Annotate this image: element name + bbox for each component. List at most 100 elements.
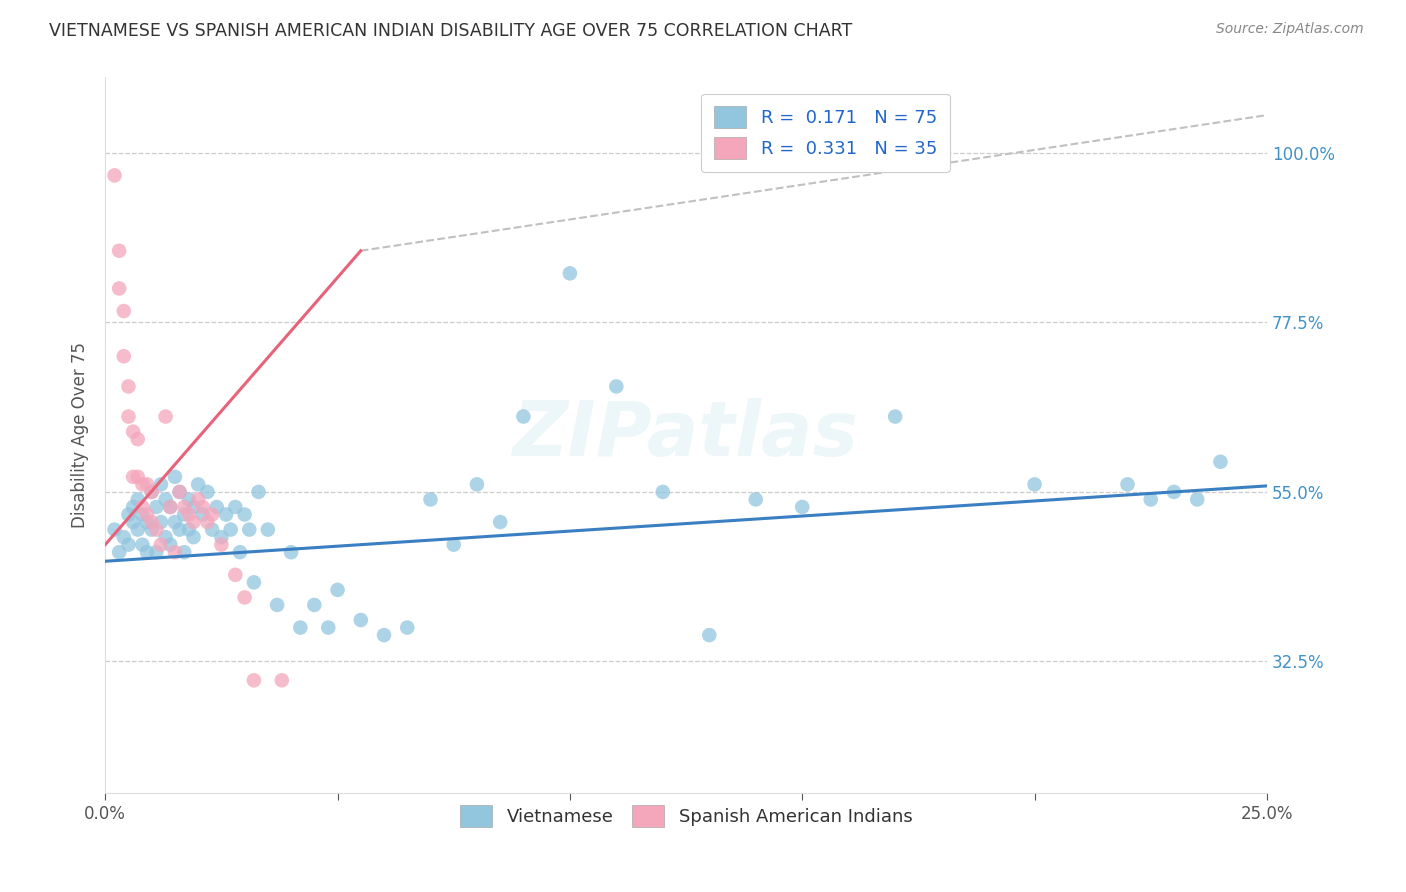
Point bbox=[103, 169, 125, 183]
Point bbox=[103, 523, 125, 537]
Point bbox=[127, 492, 149, 507]
Point bbox=[229, 545, 252, 559]
Point bbox=[122, 500, 145, 514]
Point bbox=[136, 508, 159, 522]
Point bbox=[117, 409, 139, 424]
Point bbox=[1163, 484, 1185, 499]
Point bbox=[141, 515, 163, 529]
Point bbox=[122, 515, 145, 529]
Point bbox=[396, 621, 419, 635]
Point bbox=[1116, 477, 1139, 491]
Point bbox=[131, 508, 153, 522]
Point bbox=[187, 492, 209, 507]
Point bbox=[141, 484, 163, 499]
Point bbox=[205, 500, 228, 514]
Point bbox=[159, 538, 181, 552]
Point bbox=[187, 477, 209, 491]
Point bbox=[489, 515, 512, 529]
Point bbox=[108, 244, 131, 258]
Point bbox=[117, 379, 139, 393]
Point bbox=[141, 484, 163, 499]
Point bbox=[247, 484, 270, 499]
Point bbox=[155, 409, 177, 424]
Point bbox=[280, 545, 302, 559]
Point bbox=[290, 621, 312, 635]
Point bbox=[169, 523, 191, 537]
Point bbox=[419, 492, 441, 507]
Point bbox=[177, 523, 200, 537]
Point bbox=[465, 477, 488, 491]
Point bbox=[197, 515, 219, 529]
Point bbox=[558, 266, 581, 280]
Point bbox=[149, 538, 172, 552]
Point bbox=[792, 500, 814, 514]
Point bbox=[316, 621, 339, 635]
Point bbox=[266, 598, 288, 612]
Point bbox=[183, 500, 205, 514]
Point bbox=[131, 500, 153, 514]
Point bbox=[224, 567, 246, 582]
Point bbox=[173, 508, 195, 522]
Point bbox=[177, 492, 200, 507]
Point bbox=[512, 409, 534, 424]
Point bbox=[373, 628, 395, 642]
Point bbox=[112, 530, 135, 544]
Point bbox=[155, 492, 177, 507]
Point bbox=[201, 523, 224, 537]
Point bbox=[215, 508, 238, 522]
Point bbox=[163, 515, 186, 529]
Point bbox=[191, 500, 214, 514]
Point bbox=[257, 523, 280, 537]
Point bbox=[243, 575, 266, 590]
Point bbox=[155, 530, 177, 544]
Point bbox=[169, 484, 191, 499]
Point bbox=[108, 545, 131, 559]
Point bbox=[238, 523, 260, 537]
Point bbox=[326, 582, 349, 597]
Point bbox=[350, 613, 373, 627]
Point bbox=[1139, 492, 1161, 507]
Point bbox=[136, 545, 159, 559]
Point bbox=[127, 432, 149, 446]
Text: ZIPatlas: ZIPatlas bbox=[513, 399, 859, 473]
Point bbox=[233, 508, 256, 522]
Point bbox=[131, 538, 153, 552]
Point bbox=[651, 484, 673, 499]
Point bbox=[201, 508, 224, 522]
Point bbox=[209, 538, 232, 552]
Point bbox=[145, 523, 167, 537]
Point bbox=[163, 470, 186, 484]
Point bbox=[233, 591, 256, 605]
Point bbox=[173, 545, 195, 559]
Point bbox=[191, 508, 214, 522]
Point bbox=[745, 492, 768, 507]
Point bbox=[136, 477, 159, 491]
Point bbox=[117, 538, 139, 552]
Point bbox=[163, 545, 186, 559]
Point bbox=[177, 508, 200, 522]
Legend: Vietnamese, Spanish American Indians: Vietnamese, Spanish American Indians bbox=[453, 798, 920, 834]
Point bbox=[145, 545, 167, 559]
Point bbox=[127, 523, 149, 537]
Point bbox=[1024, 477, 1046, 491]
Point bbox=[605, 379, 627, 393]
Point bbox=[197, 484, 219, 499]
Point bbox=[1209, 455, 1232, 469]
Point bbox=[224, 500, 246, 514]
Point bbox=[169, 484, 191, 499]
Point bbox=[159, 500, 181, 514]
Text: VIETNAMESE VS SPANISH AMERICAN INDIAN DISABILITY AGE OVER 75 CORRELATION CHART: VIETNAMESE VS SPANISH AMERICAN INDIAN DI… bbox=[49, 22, 852, 40]
Point bbox=[183, 515, 205, 529]
Point bbox=[209, 530, 232, 544]
Point bbox=[884, 409, 907, 424]
Point bbox=[219, 523, 242, 537]
Point bbox=[159, 500, 181, 514]
Point bbox=[304, 598, 326, 612]
Point bbox=[1185, 492, 1208, 507]
Point bbox=[112, 349, 135, 363]
Point bbox=[173, 500, 195, 514]
Point bbox=[149, 477, 172, 491]
Point bbox=[136, 515, 159, 529]
Point bbox=[697, 628, 720, 642]
Point bbox=[112, 304, 135, 318]
